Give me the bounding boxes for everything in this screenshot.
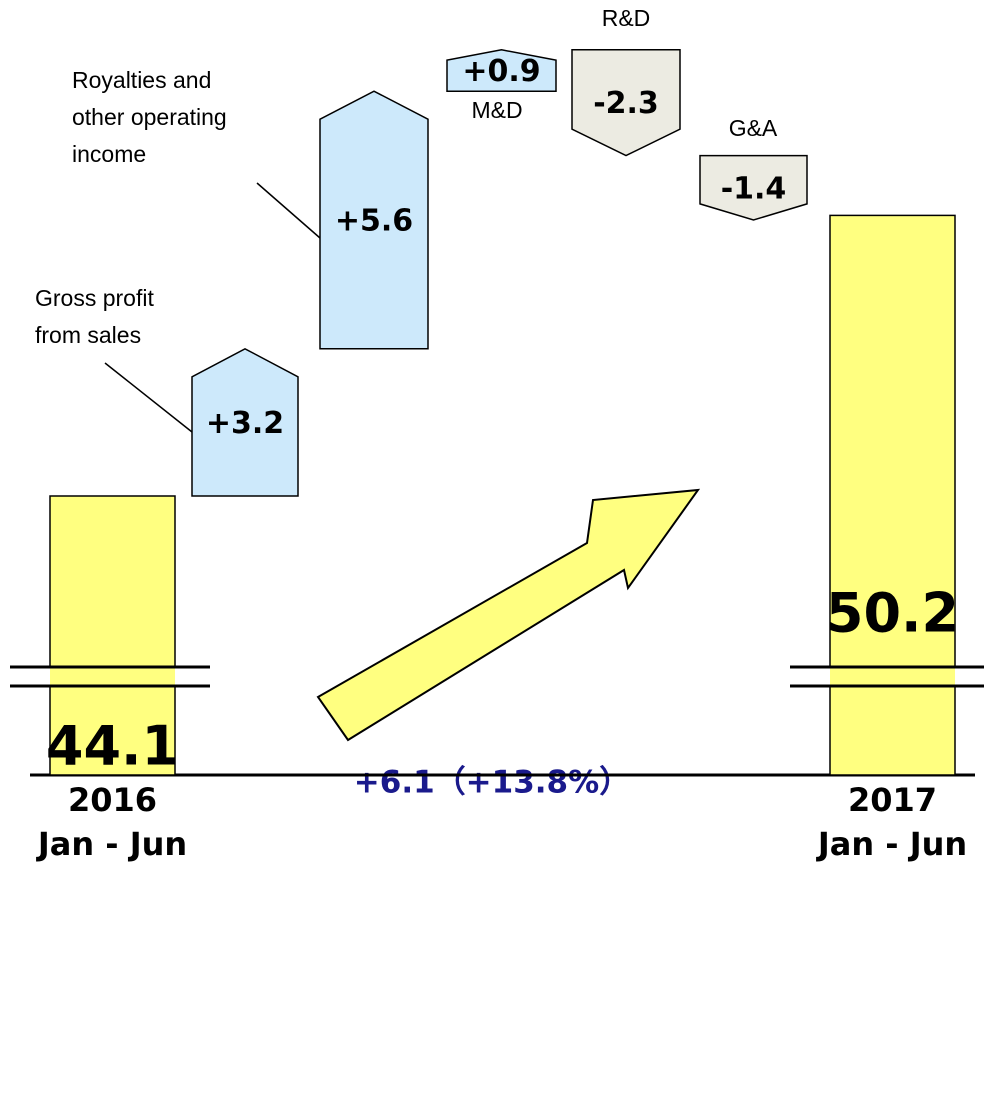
step-name: G&A	[729, 115, 778, 141]
total-bar	[49, 495, 176, 776]
increase-step	[191, 347, 299, 497]
step-value-label: -2.3	[593, 86, 659, 121]
step-name: Gross profit	[35, 285, 154, 311]
total-bar-gap	[830, 668, 955, 685]
step-name: from sales	[35, 322, 141, 348]
total-bar-gap	[50, 668, 175, 685]
step-value-label: +3.2	[206, 406, 284, 441]
step-name: income	[72, 141, 146, 167]
growth-arrow	[316, 488, 701, 742]
total-label: 50.2	[826, 582, 959, 645]
step-name: R&D	[602, 5, 651, 31]
annotation: +6.1（+13.8%）	[354, 765, 630, 801]
leader-line	[104, 362, 193, 433]
increase-step	[319, 90, 429, 350]
category-label: Jan - Jun	[36, 825, 187, 863]
step-value-label: +5.6	[335, 204, 413, 239]
step-name: other operating	[72, 104, 227, 130]
decrease-step	[699, 154, 808, 221]
total-bar	[829, 214, 956, 776]
total-label: 44.1	[46, 715, 179, 778]
category-label: 2017	[848, 781, 937, 819]
category-label: 2016	[68, 781, 157, 819]
step-value-label: +0.9	[462, 54, 540, 89]
category-label: Jan - Jun	[816, 825, 967, 863]
step-name: M&D	[471, 97, 522, 123]
step-value-label: -1.4	[721, 171, 787, 206]
step-name: Royalties and	[72, 67, 211, 93]
leader-line	[256, 182, 321, 239]
increase-step	[446, 49, 557, 92]
decrease-step	[571, 49, 681, 157]
